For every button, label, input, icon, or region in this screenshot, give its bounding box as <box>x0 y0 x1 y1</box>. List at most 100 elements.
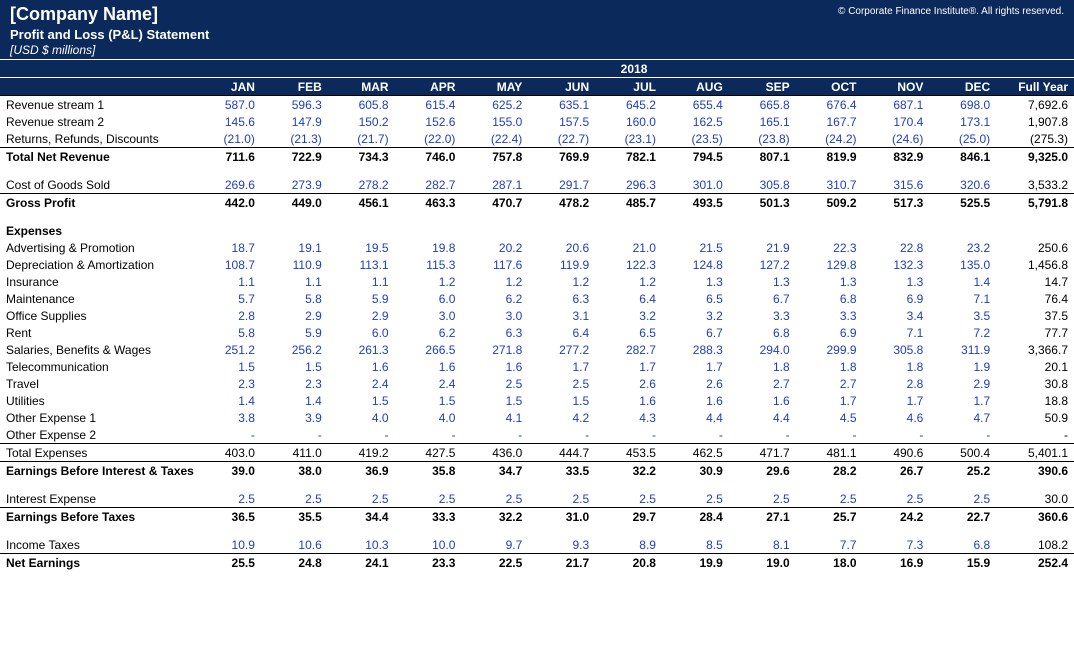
month-value: 29.6 <box>729 462 796 480</box>
month-value: 3.5 <box>929 307 996 324</box>
month-value: 2.6 <box>595 375 662 392</box>
month-value: 31.0 <box>528 508 595 526</box>
month-value: 4.2 <box>528 409 595 426</box>
month-value: 173.1 <box>929 113 996 130</box>
month-value: 30.9 <box>662 462 729 480</box>
month-value: 6.2 <box>395 324 462 341</box>
empty-cell <box>261 222 328 239</box>
month-value: 4.6 <box>863 409 930 426</box>
month-value: 16.9 <box>863 554 930 572</box>
month-value: 3.2 <box>662 307 729 324</box>
row-label: Total Expenses <box>0 444 194 462</box>
month-value: 20.2 <box>461 239 528 256</box>
month-value: 305.8 <box>863 341 930 358</box>
month-value: 2.5 <box>528 375 595 392</box>
month-value: 442.0 <box>194 194 261 212</box>
row-label: Gross Profit <box>0 194 194 212</box>
empty-cell <box>662 222 729 239</box>
month-value: 266.5 <box>395 341 462 358</box>
month-value: 463.3 <box>395 194 462 212</box>
month-value: (21.7) <box>328 130 395 148</box>
month-value: 33.3 <box>395 508 462 526</box>
fullyear-value: 50.9 <box>996 409 1074 426</box>
month-value: 1.5 <box>261 358 328 375</box>
month-value: 36.9 <box>328 462 395 480</box>
month-value: 427.5 <box>395 444 462 462</box>
month-value: 5.9 <box>328 290 395 307</box>
month-value: 676.4 <box>796 96 863 114</box>
month-value: 25.2 <box>929 462 996 480</box>
month-value: - <box>461 426 528 444</box>
month-header: NOV <box>863 78 930 96</box>
month-value: 25.7 <box>796 508 863 526</box>
month-value: 436.0 <box>461 444 528 462</box>
row-label: Travel <box>0 375 194 392</box>
month-value: 288.3 <box>662 341 729 358</box>
fullyear-value: 250.6 <box>996 239 1074 256</box>
month-value: - <box>528 426 595 444</box>
month-value: 6.4 <box>595 290 662 307</box>
month-value: 517.3 <box>863 194 930 212</box>
month-value: 35.8 <box>395 462 462 480</box>
spacer-row <box>0 165 1074 176</box>
month-value: 6.0 <box>328 324 395 341</box>
month-value: 5.8 <box>261 290 328 307</box>
month-value: 10.9 <box>194 536 261 554</box>
month-value: 135.0 <box>929 256 996 273</box>
month-value: 6.8 <box>929 536 996 554</box>
month-value: 453.5 <box>595 444 662 462</box>
month-value: 2.5 <box>863 490 930 508</box>
empty-cell <box>328 222 395 239</box>
month-value: 2.3 <box>261 375 328 392</box>
fullyear-value: 77.7 <box>996 324 1074 341</box>
month-value: 3.3 <box>796 307 863 324</box>
month-value: 291.7 <box>528 176 595 194</box>
row-label: Maintenance <box>0 290 194 307</box>
month-value: 2.5 <box>796 490 863 508</box>
month-value: 35.5 <box>261 508 328 526</box>
month-value: 1.1 <box>261 273 328 290</box>
month-value: 2.5 <box>929 490 996 508</box>
month-value: 4.0 <box>328 409 395 426</box>
row-label: Other Expense 1 <box>0 409 194 426</box>
statement-header: [Company Name] Profit and Loss (P&L) Sta… <box>0 0 1074 59</box>
month-value: 478.2 <box>528 194 595 212</box>
month-value: 273.9 <box>261 176 328 194</box>
month-value: 15.9 <box>929 554 996 572</box>
month-value: 119.9 <box>528 256 595 273</box>
month-value: 490.6 <box>863 444 930 462</box>
row-label: Utilities <box>0 392 194 409</box>
month-value: 110.9 <box>261 256 328 273</box>
month-header: JAN <box>194 78 261 96</box>
row-label: Office Supplies <box>0 307 194 324</box>
empty-cell <box>528 222 595 239</box>
month-value: 605.8 <box>328 96 395 114</box>
month-value: - <box>328 426 395 444</box>
month-value: 746.0 <box>395 148 462 166</box>
month-value: 129.8 <box>796 256 863 273</box>
month-value: 1.7 <box>662 358 729 375</box>
month-header: OCT <box>796 78 863 96</box>
month-value: 34.7 <box>461 462 528 480</box>
month-value: 22.8 <box>863 239 930 256</box>
month-value: 21.7 <box>528 554 595 572</box>
month-value: 6.0 <box>395 290 462 307</box>
month-value: 3.0 <box>461 307 528 324</box>
month-value: 722.9 <box>261 148 328 166</box>
month-value: 157.5 <box>528 113 595 130</box>
month-value: 34.4 <box>328 508 395 526</box>
month-value: 1.6 <box>729 392 796 409</box>
month-value: 1.5 <box>194 358 261 375</box>
month-value: 23.2 <box>929 239 996 256</box>
month-value: 2.5 <box>729 490 796 508</box>
month-value: 596.3 <box>261 96 328 114</box>
month-value: 147.9 <box>261 113 328 130</box>
month-value: 170.4 <box>863 113 930 130</box>
fullyear-value: 3,533.2 <box>996 176 1074 194</box>
month-value: 282.7 <box>595 341 662 358</box>
month-value: 10.0 <box>395 536 462 554</box>
month-value: 24.1 <box>328 554 395 572</box>
month-value: 19.1 <box>261 239 328 256</box>
month-value: 167.7 <box>796 113 863 130</box>
fullyear-value: 76.4 <box>996 290 1074 307</box>
